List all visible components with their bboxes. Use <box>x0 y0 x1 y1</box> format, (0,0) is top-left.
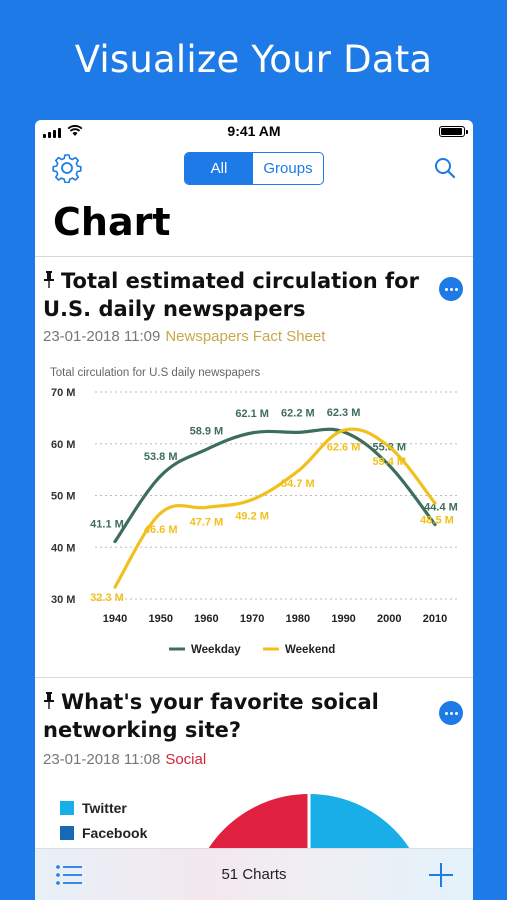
data-label: 59.4 M <box>372 456 406 468</box>
x-tick-label: 1950 <box>148 613 172 625</box>
chart-card[interactable]: What's your favorite soical networking s… <box>35 678 473 848</box>
data-label: 58.9 M <box>190 425 224 437</box>
legend-label: Facebook <box>82 824 148 841</box>
x-tick-label: 1960 <box>194 613 218 625</box>
chart-title: Total circulation for U.S daily newspape… <box>50 367 261 379</box>
charts-count: 51 Charts <box>221 866 287 883</box>
data-label: 62.6 M <box>327 441 361 453</box>
legend-swatch <box>60 800 74 815</box>
x-tick-label: 1990 <box>331 613 355 625</box>
list-icon[interactable] <box>55 863 83 887</box>
pie-legend: Twitter Facebook <box>60 795 147 845</box>
more-icon[interactable] <box>439 701 463 725</box>
legend-item-facebook: Facebook <box>60 820 147 845</box>
card-category[interactable]: Social <box>165 751 207 768</box>
segment-all[interactable]: All <box>185 153 253 184</box>
x-tick-label: 1980 <box>286 613 310 625</box>
gear-icon[interactable] <box>52 153 82 183</box>
promo-headline: Visualize Your Data <box>74 38 433 81</box>
y-tick-label: 50 M <box>51 491 75 503</box>
segment-groups[interactable]: Groups <box>263 160 313 177</box>
x-tick-label: 1940 <box>103 613 127 625</box>
y-tick-label: 70 M <box>51 387 75 399</box>
pie-slice <box>208 794 309 848</box>
line-chart: Total circulation for U.S daily newspape… <box>50 367 459 656</box>
card-category[interactable]: Newspapers Fact Sheet <box>165 328 326 345</box>
legend-label: Weekend <box>285 644 335 656</box>
card-title-text: What's your favorite soical networking s… <box>43 690 379 742</box>
divider <box>35 677 473 678</box>
more-icon[interactable] <box>439 277 463 301</box>
data-label: 62.3 M <box>327 407 361 419</box>
pin-icon <box>43 267 55 295</box>
phone-screen: 9:41 AM All Groups Chart Total estimated… <box>35 120 473 900</box>
legend-label: Weekday <box>191 644 241 656</box>
series-line-weekend <box>113 427 437 589</box>
data-label: 44.4 M <box>424 501 458 513</box>
card-title: What's your favorite soical networking s… <box>43 688 423 744</box>
x-tick-label: 2010 <box>423 613 447 625</box>
data-label: 53.8 M <box>144 451 178 463</box>
y-tick-label: 40 M <box>51 542 75 554</box>
card-meta: 23-01-2018 11:09 Newspapers Fact Sheet <box>43 328 325 345</box>
data-label: 32.3 M <box>90 592 124 604</box>
legend-item-twitter: Twitter <box>60 795 147 820</box>
legend-label: Twitter <box>82 799 127 816</box>
data-label: 49.2 M <box>235 511 269 523</box>
pie-chart <box>208 794 410 848</box>
card-title: Total estimated circulation for U.S. dai… <box>43 267 423 323</box>
pin-icon <box>43 688 55 716</box>
page-title: Chart <box>53 200 171 244</box>
card-title-text: Total estimated circulation for U.S. dai… <box>43 269 419 321</box>
search-icon[interactable] <box>433 156 457 180</box>
card-date: 23-01-2018 11:09 <box>43 328 161 345</box>
plus-icon[interactable] <box>427 861 455 889</box>
data-label: 48.5 M <box>420 514 454 526</box>
chart-card[interactable]: Total estimated circulation for U.S. dai… <box>35 257 473 677</box>
data-label: 62.1 M <box>235 408 269 420</box>
data-label: 62.2 M <box>281 407 315 419</box>
card-date: 23-01-2018 11:08 <box>43 751 161 768</box>
data-label: 47.7 M <box>190 516 224 528</box>
data-label: 54.7 M <box>281 478 315 490</box>
status-time: 9:41 AM <box>227 123 281 139</box>
divider <box>35 256 473 257</box>
series-line-weekday <box>113 427 437 544</box>
pie-slice <box>309 794 410 848</box>
status-bar: 9:41 AM <box>35 120 473 142</box>
data-label: 41.1 M <box>90 519 124 531</box>
bottom-toolbar: 51 Charts <box>35 848 473 900</box>
signal-icon <box>43 128 61 138</box>
y-tick-label: 30 M <box>51 594 75 606</box>
legend-swatch <box>60 825 74 840</box>
battery-icon <box>439 126 468 137</box>
nav-bar: All Groups <box>35 150 473 190</box>
y-tick-label: 60 M <box>51 439 75 451</box>
wifi-icon <box>67 125 83 136</box>
x-tick-label: 2000 <box>377 613 401 625</box>
segmented-control: All Groups <box>184 152 324 185</box>
card-meta: 23-01-2018 11:08 Social <box>43 751 206 768</box>
data-label: 46.6 M <box>144 524 178 536</box>
x-tick-label: 1970 <box>240 613 264 625</box>
